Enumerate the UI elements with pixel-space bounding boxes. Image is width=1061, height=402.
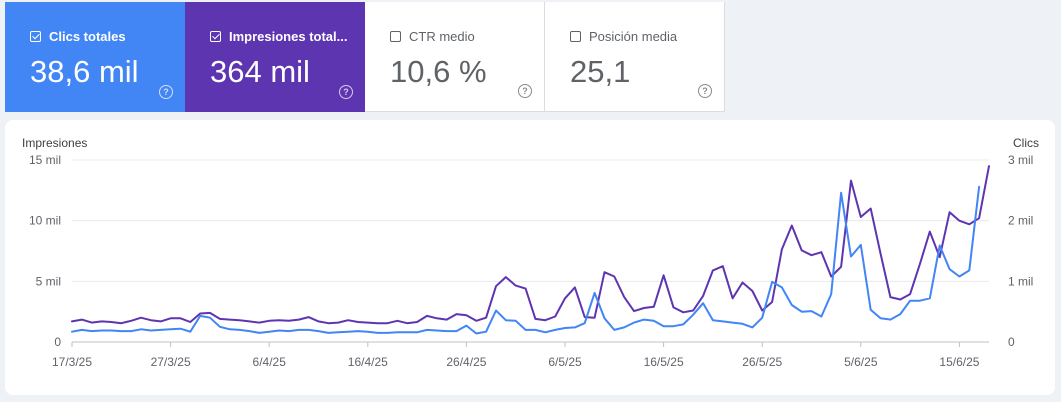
right-tick-label: 2 mil <box>1008 214 1033 228</box>
series-lines <box>71 165 990 335</box>
right-tick-label: 1 mil <box>1008 274 1033 288</box>
x-tick-label: 15/6/25 <box>939 355 979 369</box>
help-icon[interactable]: ? <box>698 84 712 98</box>
metric-label: CTR medio <box>409 28 475 44</box>
x-tick-label: 16/4/25 <box>348 355 388 369</box>
left-tick-label: 5 mil <box>36 274 61 288</box>
metric-header: Impresiones total... <box>210 26 365 46</box>
x-tick-label: 17/3/25 <box>52 355 92 369</box>
metric-header: Posición media <box>570 26 724 46</box>
series-line-clicks <box>71 185 981 335</box>
metric-value: 364 mil <box>210 54 310 89</box>
metric-card-impressions[interactable]: Impresiones total... 364 mil ? <box>185 2 365 112</box>
x-tick-label: 16/5/25 <box>644 355 684 369</box>
performance-chart[interactable]: Impresiones Clics 0 5 mil 10 mil 15 mil 0 1 … <box>5 120 1055 395</box>
metric-value: 25,1 <box>570 54 631 89</box>
metric-label: Impresiones total... <box>229 28 348 44</box>
checkbox-icon[interactable] <box>570 30 581 42</box>
right-tick-label: 0 <box>1008 335 1015 349</box>
help-icon[interactable]: ? <box>518 84 532 98</box>
right-axis-title: Clics <box>1013 136 1039 150</box>
left-tick-label: 0 <box>54 335 61 349</box>
x-tick-label: 6/5/25 <box>548 355 582 369</box>
left-axis-title: Impresiones <box>22 136 87 150</box>
help-icon[interactable]: ? <box>339 85 353 99</box>
metric-card-position[interactable]: Posición media 25,1 ? <box>545 2 725 112</box>
metric-label: Clics totales <box>49 28 126 44</box>
metric-card-clicks[interactable]: Clics totales 38,6 mil ? <box>5 2 185 112</box>
metric-value: 10,6 % <box>390 54 487 89</box>
metric-card-ctr[interactable]: CTR medio 10,6 % ? <box>365 2 545 112</box>
performance-chart-panel: Impresiones Clics 0 5 mil 10 mil 15 mil 0 1 … <box>5 120 1055 395</box>
x-tick-label: 27/3/25 <box>151 355 191 369</box>
x-tick-label: 26/4/25 <box>446 355 486 369</box>
x-axis-ticks: 17/3/25 27/3/25 6/4/25 16/4/25 26/4/25 6/5/25… <box>52 342 980 369</box>
checkbox-icon[interactable] <box>210 30 221 42</box>
metric-value: 38,6 mil <box>30 54 139 89</box>
metric-header: CTR medio <box>390 26 544 46</box>
right-axis-ticks: 0 1 mil 2 mil 3 mil <box>1008 153 1033 349</box>
left-axis-ticks: 0 5 mil 10 mil 15 mil <box>29 153 61 349</box>
x-tick-label: 5/6/25 <box>844 355 878 369</box>
checkbox-icon[interactable] <box>30 30 41 42</box>
x-tick-label: 26/5/25 <box>742 355 782 369</box>
series-line-impressions <box>71 165 990 325</box>
gridlines <box>72 159 989 343</box>
metric-cards: Clics totales 38,6 mil ? Impresiones tot… <box>5 2 725 112</box>
metric-header: Clics totales <box>30 26 185 46</box>
right-tick-label: 3 mil <box>1008 153 1033 167</box>
left-tick-label: 10 mil <box>29 214 61 228</box>
left-tick-label: 15 mil <box>29 153 61 167</box>
x-tick-label: 6/4/25 <box>253 355 287 369</box>
checkbox-icon[interactable] <box>390 30 401 42</box>
metric-label: Posición media <box>589 28 678 44</box>
help-icon[interactable]: ? <box>159 85 173 99</box>
